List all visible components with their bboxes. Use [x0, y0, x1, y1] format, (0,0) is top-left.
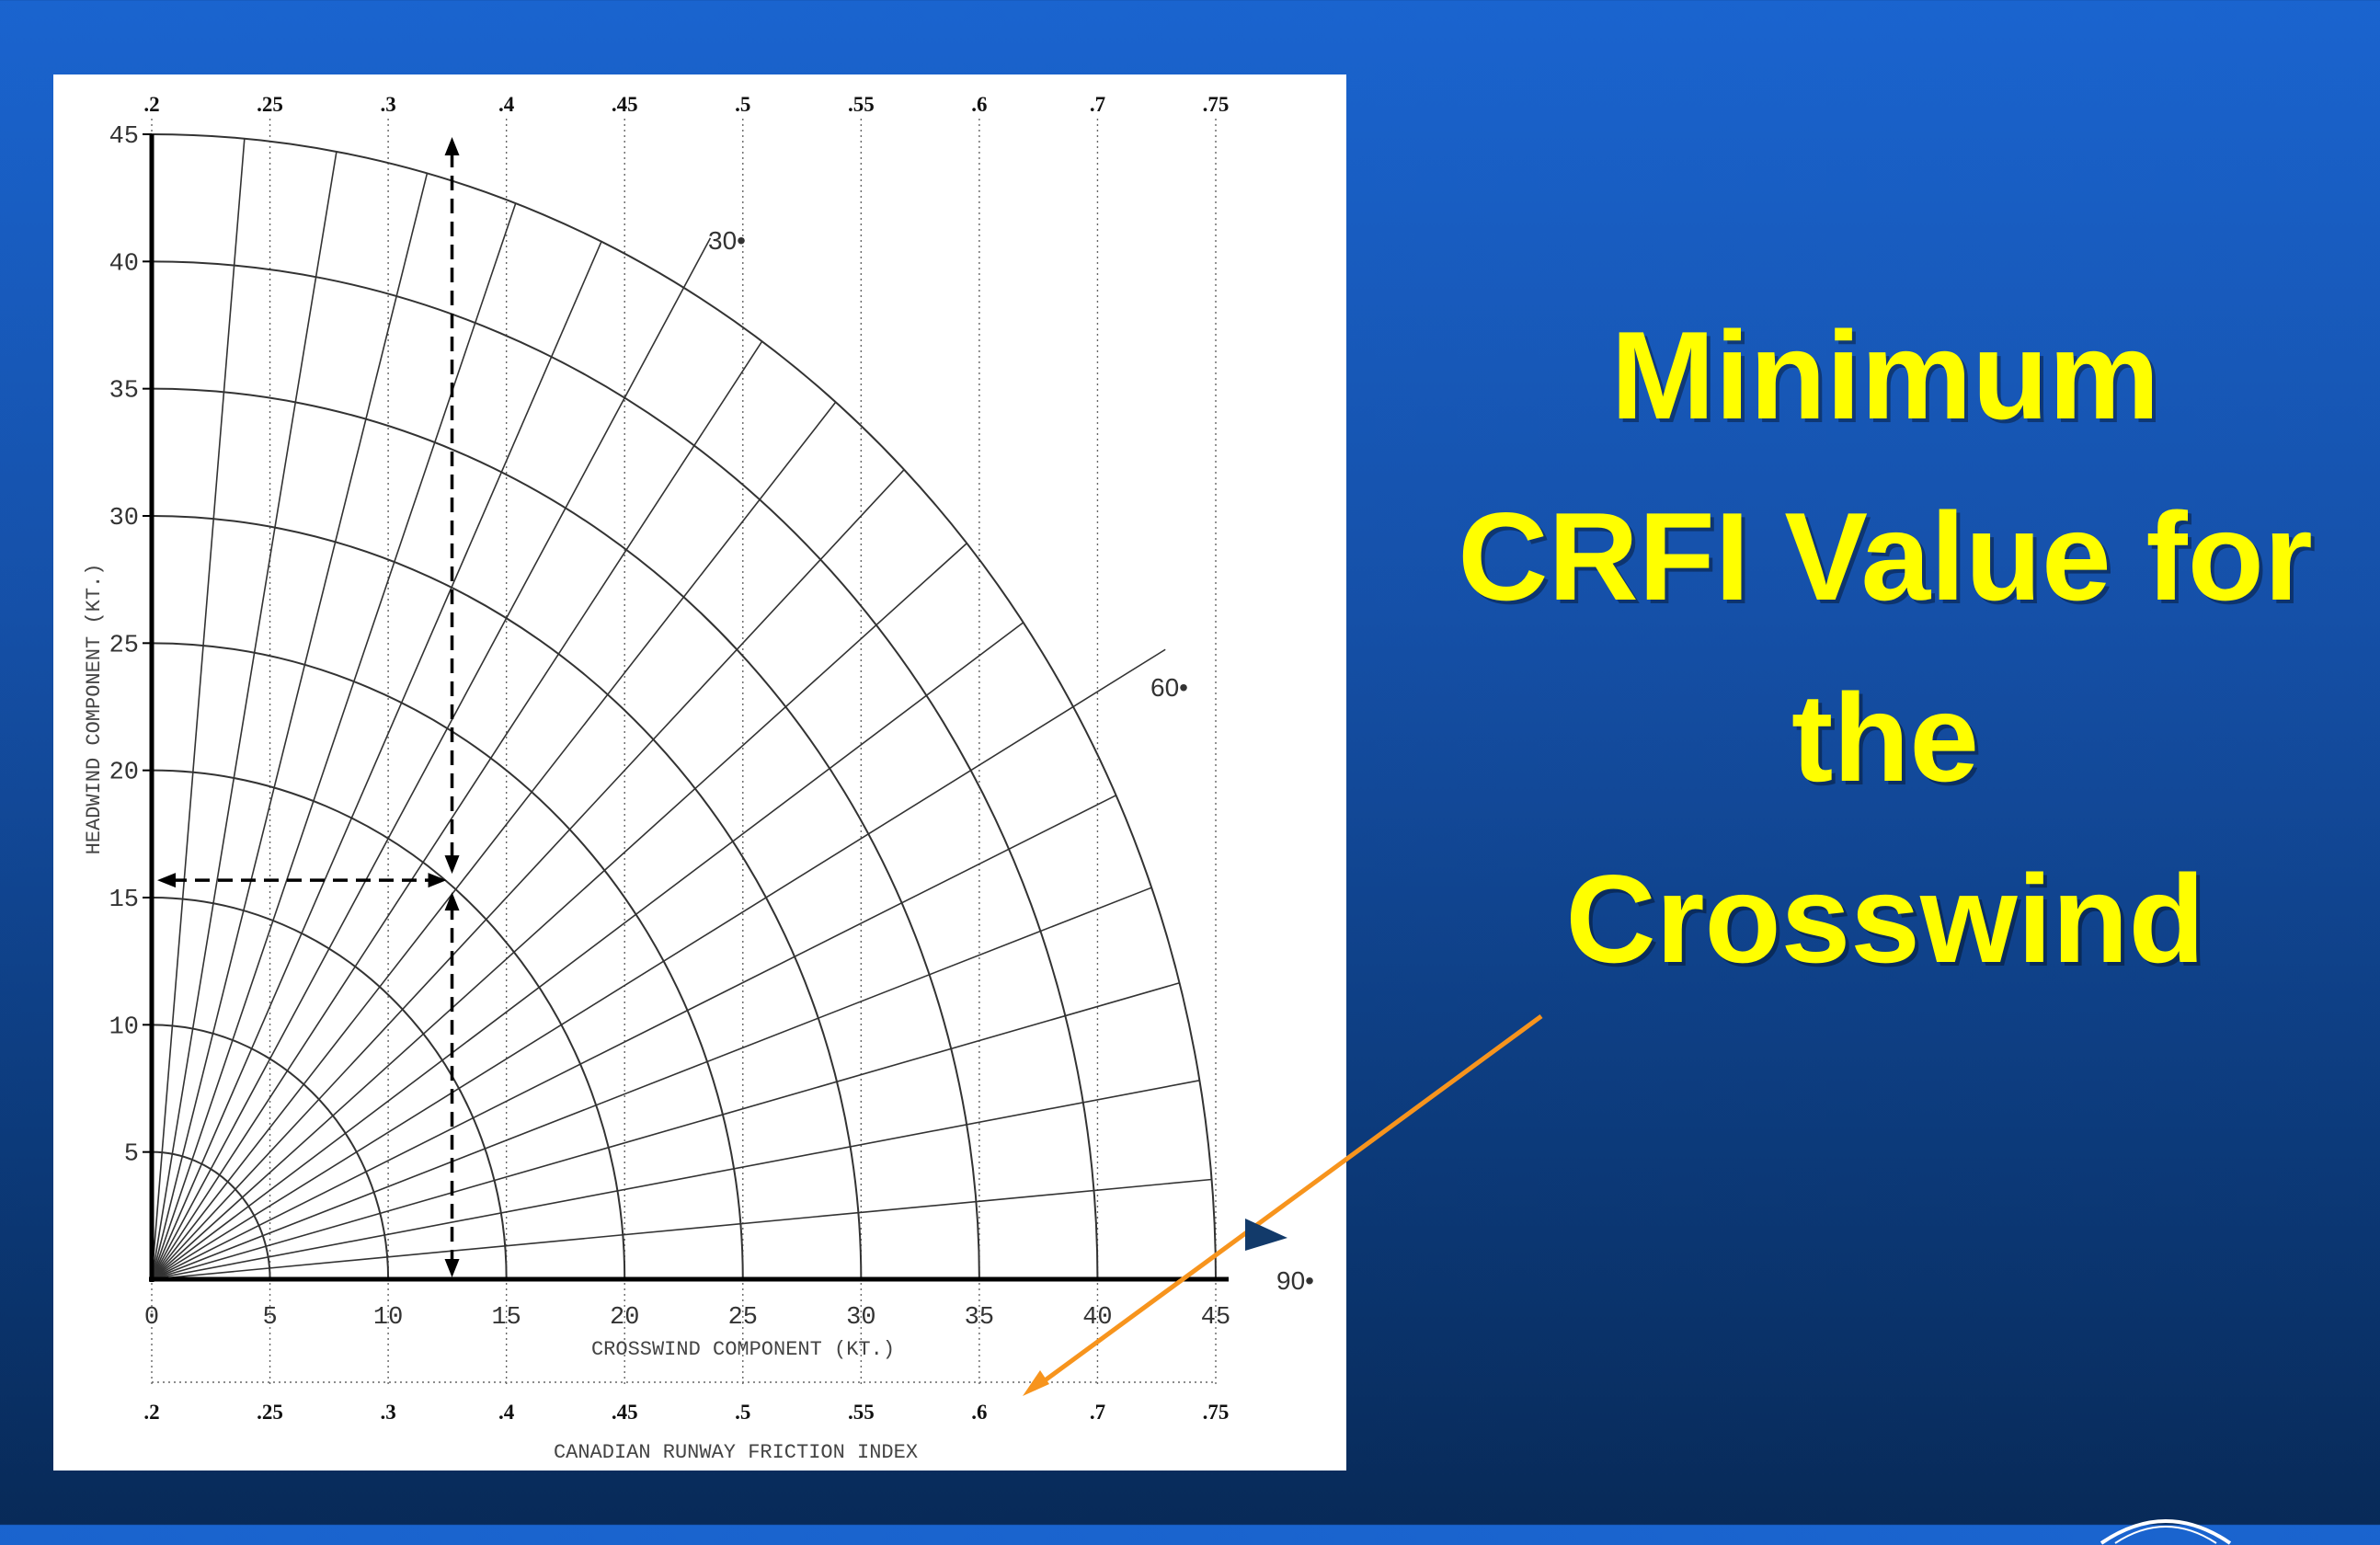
- example-construction: [157, 137, 460, 1277]
- title-line-4: Crosswind: [1565, 849, 2205, 989]
- crfi-top-label: .5: [735, 93, 750, 116]
- y-axis-title: HEADWIND COMPONENT (KT.): [83, 564, 106, 855]
- wind-angle-line: [151, 151, 338, 1280]
- wind-angle-line: [151, 202, 517, 1280]
- x-tick-label: 40: [1082, 1304, 1112, 1332]
- title-line-1: Minimum: [1610, 305, 2160, 445]
- crfi-top-label: .4: [498, 93, 515, 116]
- crfi-bottom-label: .55: [848, 1401, 875, 1424]
- crfi-top-label: .75: [1203, 93, 1230, 116]
- crfi-top-label: .25: [257, 93, 283, 116]
- crfi-top-label: .6: [971, 93, 987, 116]
- wind-angle-line: [151, 340, 763, 1280]
- crfi-top-label: .3: [380, 93, 395, 116]
- example-arrowhead-bottom: [444, 1259, 460, 1277]
- example-arrowhead-mid-up: [444, 892, 460, 911]
- wind-angle-line: [151, 138, 246, 1280]
- crfi-top-label: .2: [143, 93, 159, 116]
- slide-title: Minimum CRFI Value for the Crosswind: [1416, 285, 2354, 1010]
- x-tick-label: 30: [846, 1304, 875, 1332]
- wind-angle-line: [151, 469, 905, 1280]
- x-tick-label: 15: [491, 1304, 521, 1332]
- crfi-bottom-label: .5: [735, 1401, 750, 1424]
- crfi-top-label: .55: [848, 93, 875, 116]
- wind-angle-line: [151, 173, 429, 1280]
- x-tick-label: 20: [610, 1304, 639, 1332]
- crosswind-chart: 5 10 15 20 25 30 35 40 45 0 5 10 15 20 25 30 35 40 45.2.2.…: [53, 74, 1346, 1471]
- y-tick-label: 5: [124, 1141, 139, 1169]
- crfi-bottom-label: .2: [143, 1401, 159, 1424]
- crfi-top-label: .7: [1090, 93, 1105, 116]
- crfi-bottom-label: .7: [1090, 1401, 1105, 1424]
- crfi-bottom-label: .25: [257, 1401, 283, 1424]
- wind-angle-line: [151, 543, 967, 1280]
- example-arrowhead-top: [444, 137, 460, 155]
- title-line-3: the: [1791, 668, 1979, 807]
- angle-label-90: 90•: [1276, 1266, 1314, 1295]
- logo-icon: [2100, 1519, 2232, 1545]
- wind-angle-line: [151, 401, 837, 1280]
- wind-angle-line: [151, 648, 1166, 1280]
- wind-angle-line: [151, 982, 1180, 1280]
- y-tick-label: 15: [109, 887, 139, 914]
- x-tick-label: 45: [1201, 1304, 1230, 1332]
- wind-angle-line: [151, 241, 602, 1280]
- axes: [143, 133, 1229, 1282]
- x-tick-label: 35: [965, 1304, 994, 1332]
- x-tick-label: 25: [728, 1304, 758, 1332]
- wind-angle-line: [151, 1178, 1212, 1280]
- example-arrowhead-right: [428, 873, 447, 888]
- title-line-2: CRFI Value for: [1458, 486, 2313, 626]
- y-tick-label: 45: [109, 123, 139, 151]
- crfi-bottom-label: .45: [612, 1401, 638, 1424]
- wind-angle-line: [151, 795, 1116, 1280]
- crfi-gridlines: [151, 119, 1217, 1385]
- x-tick-label: 0: [144, 1304, 159, 1332]
- wind-angle-line: [151, 622, 1024, 1280]
- y-tick-label: 40: [109, 250, 139, 278]
- wind-angle-line: [151, 1080, 1200, 1280]
- y-tick-label: 10: [109, 1013, 139, 1041]
- example-arrowhead-left: [157, 873, 176, 888]
- y-tick-label: 35: [109, 378, 139, 406]
- crfi-bottom-label: .6: [971, 1401, 987, 1424]
- crfi-bottom-label: .4: [498, 1401, 515, 1424]
- crfi-bottom-label: .3: [380, 1401, 395, 1424]
- x-tick-label: 10: [373, 1304, 403, 1332]
- wind-angle-lines: [151, 138, 1212, 1280]
- crfi-axis-title: CANADIAN RUNWAY FRICTION INDEX: [554, 1441, 918, 1464]
- wind-angle-line: [151, 237, 712, 1280]
- example-arrowhead-mid-down: [444, 855, 460, 875]
- x-axis-title: CROSSWIND COMPONENT (KT.): [591, 1338, 895, 1361]
- angle-label-60: 60•: [1150, 673, 1188, 702]
- y-tick-label: 25: [109, 632, 139, 659]
- angle-label-30: 30•: [708, 226, 746, 255]
- crfi-top-label: .45: [612, 93, 638, 116]
- x-tick-label: 5: [262, 1304, 277, 1332]
- y-tick-label: 30: [109, 505, 139, 532]
- y-tick-label: 20: [109, 760, 139, 787]
- wind-angle-line: [151, 887, 1152, 1280]
- crfi-bottom-label: .75: [1203, 1401, 1230, 1424]
